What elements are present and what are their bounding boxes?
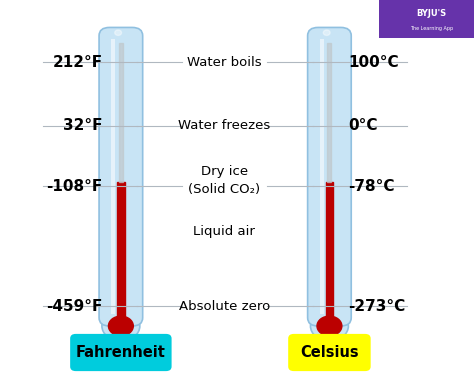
Text: 212°F: 212°F [52, 55, 102, 70]
Circle shape [102, 311, 140, 341]
Bar [326, 182, 333, 320]
Text: Fahrenheit: Fahrenheit [76, 345, 166, 360]
Circle shape [109, 316, 133, 336]
Circle shape [323, 30, 330, 35]
FancyBboxPatch shape [288, 334, 371, 371]
Circle shape [115, 30, 121, 35]
Text: 32°F: 32°F [63, 118, 102, 133]
Circle shape [310, 311, 348, 341]
Text: Absolute zero: Absolute zero [179, 300, 270, 313]
Text: -78°C: -78°C [348, 179, 394, 194]
Text: Water boils: Water boils [187, 56, 262, 68]
Bar [328, 43, 331, 182]
Text: (Solid CO₂): (Solid CO₂) [188, 183, 260, 196]
Text: Celsius: Celsius [300, 345, 359, 360]
Text: 100°C: 100°C [348, 55, 399, 70]
Bar [111, 39, 115, 314]
Bar [117, 182, 125, 320]
Text: Liquid air: Liquid air [193, 225, 255, 238]
Text: -273°C: -273°C [348, 299, 405, 314]
Text: -459°F: -459°F [46, 299, 102, 314]
Text: Water freezes: Water freezes [178, 120, 270, 132]
FancyBboxPatch shape [308, 27, 351, 326]
Bar [320, 39, 324, 314]
Text: -108°F: -108°F [46, 179, 102, 194]
Text: Dry ice: Dry ice [201, 165, 248, 177]
Text: 0°C: 0°C [348, 118, 377, 133]
FancyBboxPatch shape [99, 27, 143, 326]
Circle shape [317, 316, 342, 336]
FancyBboxPatch shape [70, 334, 172, 371]
Bar [119, 43, 123, 182]
